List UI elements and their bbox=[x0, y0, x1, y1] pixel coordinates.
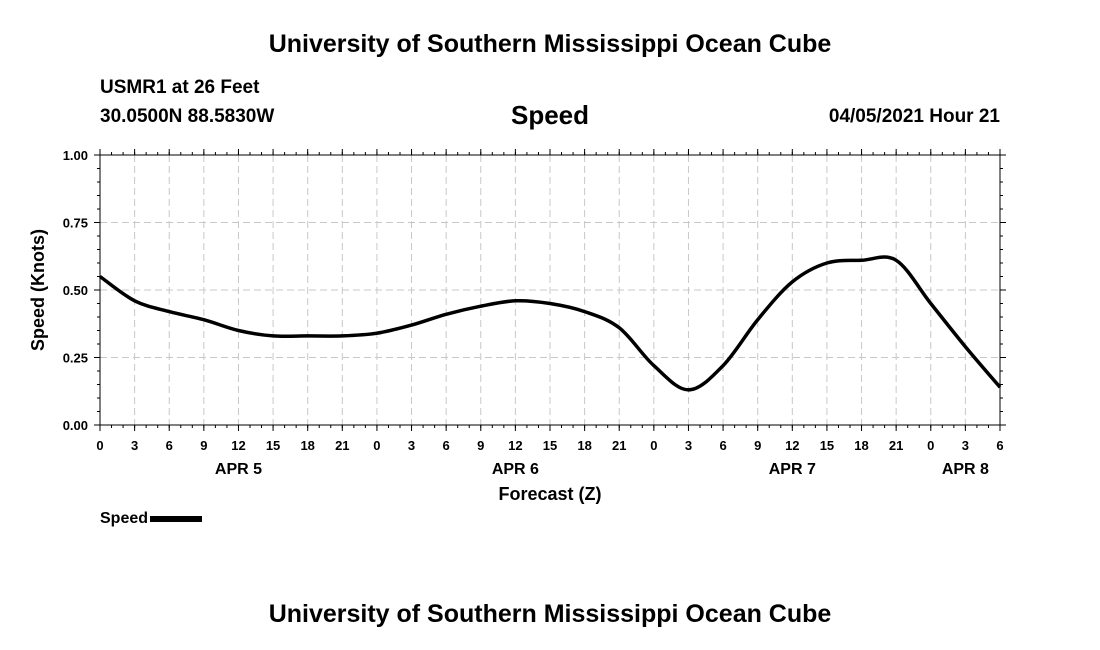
x-tick-label: 0 bbox=[96, 438, 103, 453]
legend-label: Speed bbox=[100, 510, 149, 527]
issue-time: 04/05/2021 Hour 21 bbox=[828, 106, 1000, 127]
x-tick-label: 15 bbox=[820, 438, 834, 453]
station-coordinates: 30.0500N 88.5830W bbox=[100, 106, 275, 127]
x-tick-label: 18 bbox=[577, 438, 591, 453]
series bbox=[98, 255, 1002, 392]
x-tick-label: 3 bbox=[962, 438, 969, 453]
y-tick-label: 1.00 bbox=[63, 148, 88, 163]
y-tick-label: 0.00 bbox=[63, 418, 88, 433]
date-label: APR 7 bbox=[769, 461, 816, 478]
x-tick-label: 6 bbox=[166, 438, 173, 453]
x-tick-label: 6 bbox=[996, 438, 1003, 453]
x-tick-label: 21 bbox=[612, 438, 626, 453]
x-tick-label: 18 bbox=[854, 438, 868, 453]
x-tick-label: 0 bbox=[373, 438, 380, 453]
x-tick-label: 3 bbox=[408, 438, 415, 453]
date-label: APR 5 bbox=[215, 461, 262, 478]
x-tick-label: 9 bbox=[754, 438, 761, 453]
y-tick-label: 0.75 bbox=[63, 216, 88, 231]
x-tick-label: 6 bbox=[719, 438, 726, 453]
x-tick-label: 9 bbox=[477, 438, 484, 453]
x-tick-label: 12 bbox=[231, 438, 245, 453]
x-tick-label: 3 bbox=[131, 438, 138, 453]
date-label: APR 8 bbox=[942, 461, 989, 478]
x-tick-label: 21 bbox=[335, 438, 349, 453]
x-axis-title: Forecast (Z) bbox=[498, 484, 601, 504]
x-tick-label: 15 bbox=[266, 438, 280, 453]
axis-ticks bbox=[94, 149, 1006, 431]
page-title: University of Southern Mississippi Ocean… bbox=[268, 30, 832, 58]
y-tick-label: 0.50 bbox=[63, 283, 88, 298]
date-label: APR 6 bbox=[492, 461, 539, 478]
y-tick-label: 0.25 bbox=[63, 351, 88, 366]
axis-labels: 0.00 0.25 0.50 0.75 1.00 0 3 6 9 12 15 18 21 0 3 6 9 12 15… bbox=[28, 148, 1004, 504]
x-tick-label: 0 bbox=[650, 438, 657, 453]
x-tick-label: 12 bbox=[508, 438, 522, 453]
footer-title: University of Southern Mississippi Ocean… bbox=[268, 600, 832, 628]
x-tick-label: 6 bbox=[443, 438, 450, 453]
x-tick-label: 9 bbox=[200, 438, 207, 453]
legend: Speed bbox=[100, 510, 203, 528]
station-name: USMR1 at 26 Feet bbox=[100, 77, 260, 98]
chart-title: Speed bbox=[510, 100, 590, 130]
y-axis-title: Speed (Knots) bbox=[28, 229, 48, 351]
x-tick-label: 15 bbox=[543, 438, 557, 453]
x-tick-label: 18 bbox=[300, 438, 314, 453]
x-tick-label: 0 bbox=[927, 438, 934, 453]
x-tick-label: 21 bbox=[889, 438, 903, 453]
x-tick-label: 12 bbox=[785, 438, 799, 453]
grid bbox=[100, 155, 1000, 425]
x-tick-label: 3 bbox=[685, 438, 692, 453]
legend-swatch bbox=[150, 515, 203, 522]
